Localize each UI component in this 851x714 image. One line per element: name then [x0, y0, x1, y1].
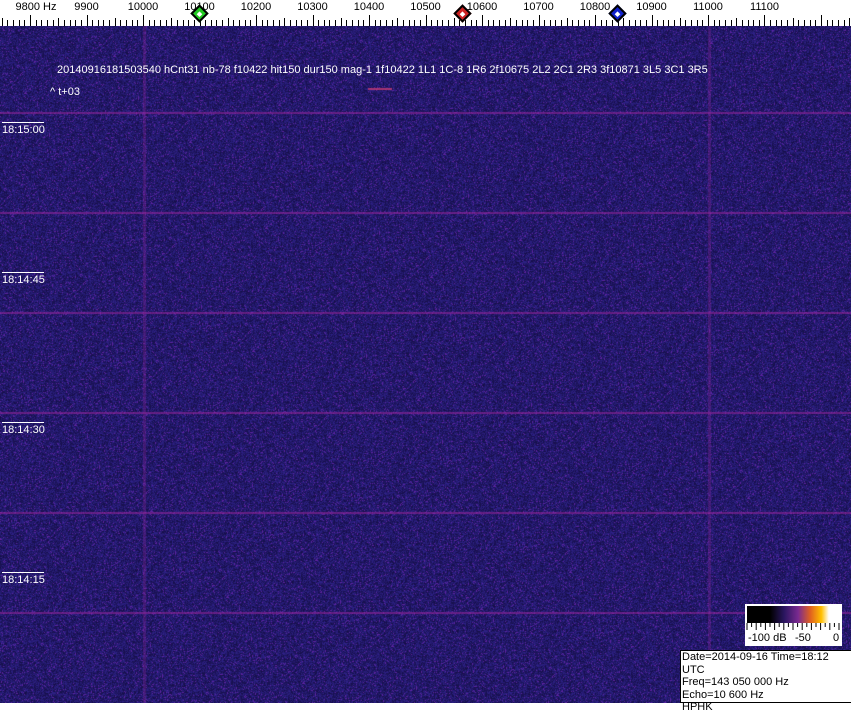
color-gradient	[747, 606, 840, 623]
tick-label: 11100	[750, 1, 779, 13]
time-offset-text: ^ t+03	[50, 86, 80, 98]
date-time-text: Date=2014-09-16 Time=18:12 UTC	[682, 651, 829, 676]
tick-label: 10400	[353, 1, 385, 13]
time-label: 18:14:15	[2, 572, 45, 586]
tick-label: 10300	[297, 1, 328, 13]
echo-text: Echo=10 600 Hz	[682, 688, 764, 701]
axis-unit-label: 9800 Hz	[15, 1, 57, 13]
tick-label: 10800	[579, 1, 611, 13]
colorbar-label-max: 0	[833, 632, 840, 644]
colorbar-label-min: -100 dB	[748, 632, 787, 644]
tick-label: 10000	[127, 1, 159, 13]
tick-label: 10600	[466, 1, 498, 13]
ruler-ticks	[2, 15, 850, 26]
colorbar-label-mid: -50	[795, 632, 811, 644]
tick-label: 10200	[240, 1, 272, 13]
info-box: Date=2014-09-16 Time=18:12 UTC Freq=143 …	[680, 650, 851, 713]
tick-label: 10500	[410, 1, 441, 13]
tick-label: 10700	[523, 1, 554, 13]
tick-label: 11000	[693, 1, 723, 13]
time-label: 18:15:00	[2, 122, 45, 136]
color-scale-bar: -100 dB -50 0	[745, 604, 842, 646]
frequency-text: Freq=143 050 000 Hz	[682, 676, 789, 688]
time-label: 18:14:30	[2, 422, 45, 436]
frequency-axis: 9800 Hz 99001000010100102001030010400105…	[0, 0, 851, 26]
tick-label: 10900	[636, 1, 667, 13]
detection-info-text: 20140916181503540 hCnt31 nb-78 f10422 hi…	[57, 64, 708, 76]
color-scale-ticks	[746, 623, 840, 630]
time-label: 18:14:45	[2, 272, 45, 286]
tick-label: 9900	[74, 1, 99, 13]
waterfall-spectrogram[interactable]	[0, 26, 851, 703]
